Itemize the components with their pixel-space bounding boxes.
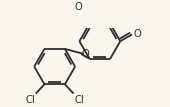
Text: O: O: [82, 49, 90, 59]
Text: O: O: [74, 2, 82, 12]
Text: Cl: Cl: [25, 95, 35, 105]
Text: Cl: Cl: [74, 95, 84, 105]
Text: O: O: [134, 29, 141, 39]
